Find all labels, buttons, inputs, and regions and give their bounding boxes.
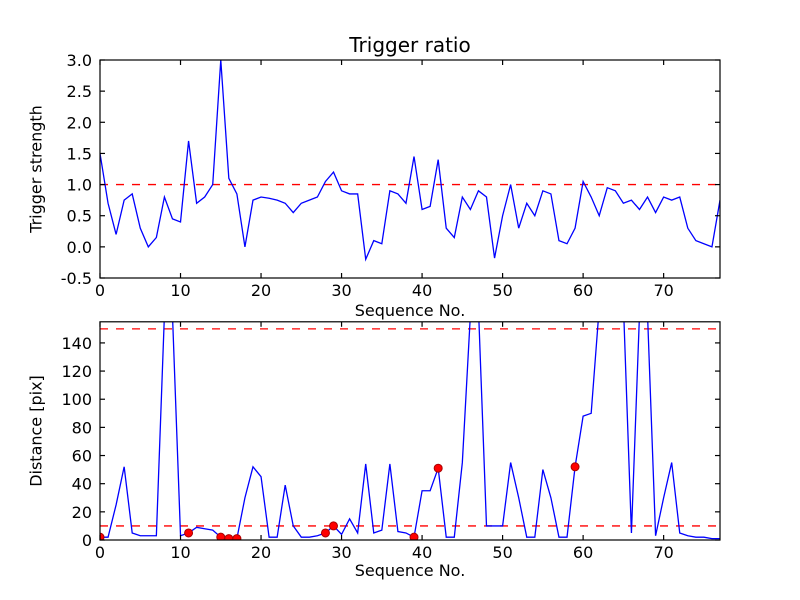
x-tick-label: 20: [251, 543, 271, 562]
x-tick-label: 20: [251, 281, 271, 300]
y-tick-label: 1.5: [67, 144, 92, 163]
x-tick-label: 0: [95, 281, 105, 300]
axes-background: [100, 321, 720, 540]
y-tick-label: 2.5: [67, 82, 92, 101]
chart1-xlabel: Sequence No.: [354, 301, 466, 320]
x-tick-label: 40: [412, 543, 432, 562]
x-tick-label: 0: [95, 543, 105, 562]
event-marker: [433, 463, 443, 473]
axes-background: [100, 60, 720, 278]
x-tick-label: 70: [653, 543, 673, 562]
x-tick-label: 70: [653, 281, 673, 300]
y-tick-label: 0.0: [67, 238, 92, 257]
x-tick-label: 50: [492, 281, 512, 300]
chart2-ylabel: Distance [pix]: [26, 375, 46, 487]
axes-frame: [99, 321, 721, 541]
x-tick-label: 60: [573, 543, 593, 562]
x-tick-label: 60: [573, 281, 593, 300]
chart2-xlabel: Sequence No.: [354, 561, 466, 580]
x-tick-label: 10: [170, 543, 190, 562]
x-tick-label: 50: [492, 543, 512, 562]
y-tick-label: 60: [72, 447, 92, 466]
axes-frame: [99, 59, 721, 279]
y-tick-label: 0.5: [67, 207, 92, 226]
trigger-strength-line: [100, 60, 720, 262]
y-tick-label: 0: [82, 531, 92, 550]
y-tick-label: 3.0: [67, 51, 92, 70]
event-marker: [329, 521, 339, 531]
event-marker: [224, 534, 234, 540]
y-tick-label: 20: [72, 503, 92, 522]
y-tick-label: 140: [61, 334, 92, 353]
y-tick-label: 80: [72, 418, 92, 437]
y-tick-label: 1.0: [67, 176, 92, 195]
x-tick-label: 30: [331, 281, 351, 300]
x-tick-label: 10: [170, 281, 190, 300]
event-marker: [100, 532, 105, 540]
event-marker: [320, 528, 330, 538]
distance-line: [100, 321, 720, 540]
y-tick-label: 120: [61, 362, 92, 381]
x-tick-label: 40: [412, 281, 432, 300]
x-tick-label: 30: [331, 543, 351, 562]
y-tick-label: 100: [61, 390, 92, 409]
event-marker: [184, 528, 194, 538]
event-marker: [409, 532, 419, 540]
event-marker: [570, 462, 580, 472]
event-marker: [232, 534, 242, 540]
y-tick-label: 2.0: [67, 113, 92, 132]
chart1-ylabel: Trigger strength: [26, 105, 46, 233]
y-tick-label: -0.5: [61, 269, 92, 288]
chart1-title: Trigger ratio: [349, 33, 471, 57]
y-tick-label: 40: [72, 475, 92, 494]
